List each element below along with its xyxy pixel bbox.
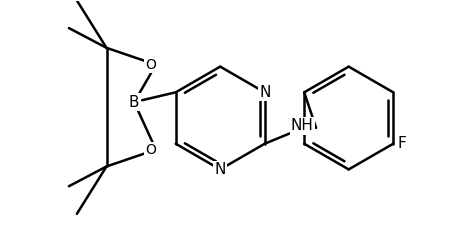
Text: N: N — [259, 85, 270, 100]
Text: NH: NH — [291, 118, 314, 133]
Text: F: F — [398, 136, 407, 151]
Text: O: O — [146, 143, 157, 157]
Text: N: N — [215, 162, 226, 177]
Text: B: B — [129, 95, 139, 110]
Text: O: O — [146, 58, 157, 72]
